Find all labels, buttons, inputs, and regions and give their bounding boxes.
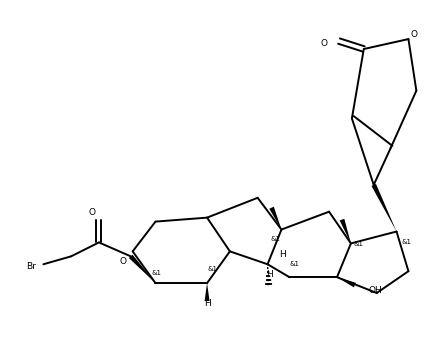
Text: OH: OH (368, 286, 381, 295)
Polygon shape (129, 255, 155, 283)
Text: H: H (203, 299, 210, 308)
Text: &1: &1 (289, 261, 299, 267)
Polygon shape (339, 219, 350, 244)
Text: O: O (88, 208, 95, 217)
Text: &1: &1 (400, 239, 411, 245)
Text: O: O (410, 30, 417, 39)
Polygon shape (269, 207, 281, 229)
Polygon shape (371, 184, 396, 231)
Text: H: H (266, 270, 272, 279)
Text: &1: &1 (270, 236, 280, 243)
Text: &1: &1 (151, 270, 161, 276)
Text: &1: &1 (353, 241, 363, 247)
Text: O: O (320, 39, 327, 48)
Text: &1: &1 (206, 266, 217, 272)
Text: Br: Br (27, 262, 37, 271)
Text: H: H (279, 250, 285, 259)
Text: O: O (119, 257, 126, 266)
Polygon shape (336, 277, 355, 287)
Polygon shape (204, 283, 209, 301)
